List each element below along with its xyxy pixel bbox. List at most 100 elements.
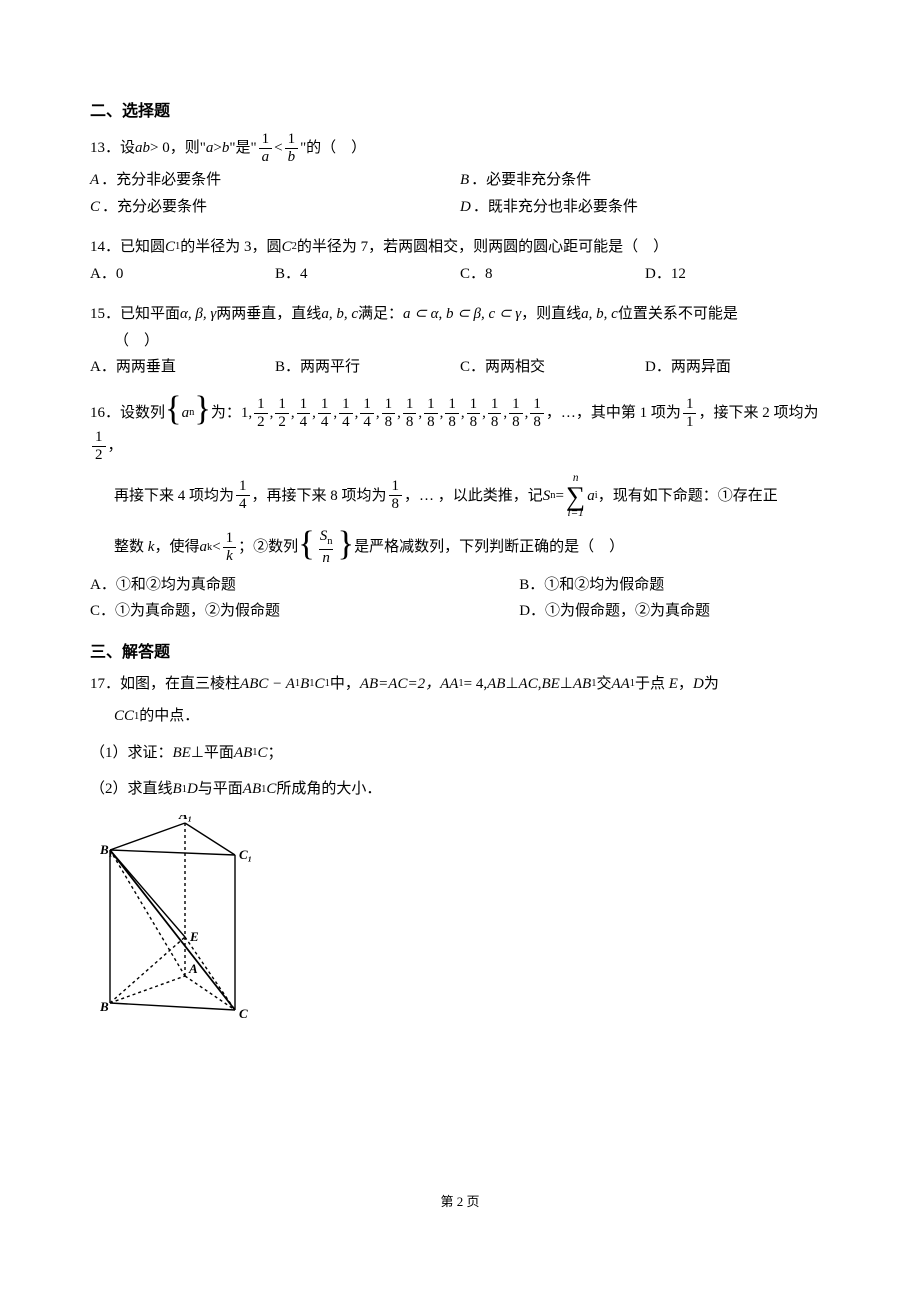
- q14-optA: A．0: [90, 263, 275, 286]
- f18i: 18: [389, 479, 403, 512]
- f1k: 1k: [223, 531, 237, 564]
- f18d: 18: [445, 397, 459, 430]
- q17-c1: AB=AC=2，: [360, 673, 440, 696]
- svg-text:C: C: [239, 1006, 248, 1021]
- q16-l3d: 是严格减数列，下列判断正确的是（ ）: [354, 536, 624, 559]
- svg-text:B: B: [100, 999, 109, 1014]
- q17-p2: （2）求直线: [90, 778, 173, 801]
- q13-gt0: > 0: [150, 137, 170, 160]
- q13-gt: >: [213, 137, 221, 160]
- q17-p2plane: AB: [243, 778, 261, 801]
- q17-p2a: BE: [541, 673, 559, 696]
- q17-t5: ，: [678, 673, 693, 696]
- q17-p1end: ；: [268, 742, 283, 765]
- section-2-title: 二、选择题: [90, 100, 830, 124]
- q13-optA: AA．充分非必要条件．充分非必要条件: [90, 169, 460, 192]
- q16-l3c: ；②数列: [238, 536, 298, 559]
- q15-t3: 满足：: [358, 303, 403, 326]
- q15-paren: （ ）: [114, 330, 159, 353]
- q16-an: {an}: [165, 401, 211, 424]
- q16-l3a: 整数: [114, 536, 144, 559]
- q17-t1: 如图，在直三棱柱: [120, 673, 240, 696]
- q16-l3b: ，使得: [154, 536, 199, 559]
- q14-t2: 的半径为 3，圆: [180, 236, 281, 259]
- q13-optC: C．充分必要条件: [90, 196, 460, 219]
- q17-p1b: AC: [519, 673, 538, 696]
- q17-num: 17．: [90, 673, 120, 696]
- f18h: 18: [530, 397, 544, 430]
- question-14: 14． 已知圆 C1 的半径为 3，圆 C2 的半径为 7，若两圆相交，则两圆的…: [90, 236, 830, 289]
- f14e: 14: [236, 479, 250, 512]
- q15-planes: α, β, γ: [180, 303, 216, 326]
- q17-pr1: ABC − A: [240, 673, 295, 696]
- svg-text:E: E: [189, 929, 199, 944]
- page-number: 第 2 页: [90, 1192, 830, 1212]
- q13-lt: <: [274, 137, 282, 160]
- question-13: 13． 设 ab > 0 ，则" a > b "是" 1a < 1b "的（ ）…: [90, 132, 830, 222]
- q15-t2: 两两垂直，直线: [216, 303, 321, 326]
- svg-text:B₁: B₁: [100, 842, 113, 857]
- q13-t2: ，则": [170, 137, 206, 160]
- q16-t3: ，接下来 2 项均为: [698, 402, 818, 425]
- q17-p1plane: AB: [234, 742, 252, 765]
- q17-p2b: AB: [573, 673, 591, 696]
- q15-optC: C．两两相交: [460, 356, 645, 379]
- q15-num: 15．: [90, 303, 120, 326]
- q14-c2: C: [282, 236, 292, 259]
- q16-t4: ，: [108, 435, 123, 458]
- q16-ak: a: [199, 536, 207, 559]
- q17-cc1: CC: [114, 705, 134, 728]
- q17-pr2: B: [300, 673, 309, 696]
- q17-p1op: ⊥: [505, 673, 518, 696]
- f18a: 18: [382, 397, 396, 430]
- q17-p1perp: ⊥: [191, 742, 204, 765]
- q13-optB: B．必要非充分条件: [460, 169, 830, 192]
- q16-snn-frac: { Snn }: [298, 529, 354, 566]
- q13-a: a: [206, 137, 214, 160]
- q17-t3: 交: [596, 673, 611, 696]
- q16-lt: <: [212, 536, 220, 559]
- f11: 11: [683, 397, 697, 430]
- q15-optB: B．两两平行: [275, 356, 460, 379]
- question-16: 16． 设数列 {an} 为：1, 12, 12, 14, 14, 14, 14…: [90, 397, 830, 627]
- q17-pr3: C: [315, 673, 325, 696]
- q17-aa1v: = 4,: [464, 673, 487, 696]
- q14-optC: C．8: [460, 263, 645, 286]
- q17-t4: 于点: [635, 673, 665, 696]
- q16-k: k: [144, 536, 154, 559]
- q14-t1: 已知圆: [120, 236, 165, 259]
- q16-l2a: 再接下来 4 项均为: [114, 485, 234, 508]
- q16-optB: B．①和②均为假命题: [519, 574, 830, 597]
- q15-t5: 位置关系不可能是: [618, 303, 738, 326]
- q17-E: E: [665, 673, 678, 696]
- f18e: 18: [467, 397, 481, 430]
- q15-options: A．两两垂直 B．两两平行 C．两两相交 D．两两异面: [90, 356, 830, 383]
- svg-text:C₁: C₁: [239, 847, 252, 862]
- f14b: 14: [318, 397, 332, 430]
- q17-p2text: 与平面: [198, 778, 243, 801]
- svg-text:A: A: [188, 961, 198, 976]
- f18g: 18: [509, 397, 523, 430]
- q17-p1be: BE: [173, 742, 191, 765]
- f12a: 12: [254, 397, 268, 430]
- q16-eq: =: [556, 485, 564, 508]
- q15-cond: a ⊂ α, b ⊂ β, c ⊂ γ: [403, 303, 521, 326]
- q17-p2c: C: [266, 778, 276, 801]
- q13-t1: 设: [120, 137, 135, 160]
- q16-l2b: ，再接下来 8 项均为: [252, 485, 387, 508]
- q14-options: A．0 B．4 C．8 D．12: [90, 263, 830, 290]
- f18c: 18: [424, 397, 438, 430]
- sum-icon: n∑i=1: [566, 473, 585, 520]
- question-17: 17． 如图，在直三棱柱 ABC − A1 B1 C1 中， AB=AC=2， …: [90, 673, 830, 1033]
- q17-aa1a: AA: [440, 673, 458, 696]
- q16-options: A．①和②均为真命题 B．①和②均为假命题 C．①为真命题，②为假命题 D．①为…: [90, 574, 830, 627]
- f18b: 18: [403, 397, 417, 430]
- q17-p1a: AB: [487, 673, 505, 696]
- q17-p2op: ⊥: [560, 673, 573, 696]
- q16-l2c: ，… ，以此类推，记: [404, 485, 543, 508]
- q16-optD: D．①为假命题，②为真命题: [519, 600, 830, 623]
- q17-t2: 中，: [330, 673, 360, 696]
- q16-optA: A．①和②均为真命题: [90, 574, 519, 597]
- question-15: 15． 已知平面 α, β, γ 两两垂直，直线 a, b, c 满足： a ⊂…: [90, 303, 830, 383]
- q15-t1: 已知平面: [120, 303, 180, 326]
